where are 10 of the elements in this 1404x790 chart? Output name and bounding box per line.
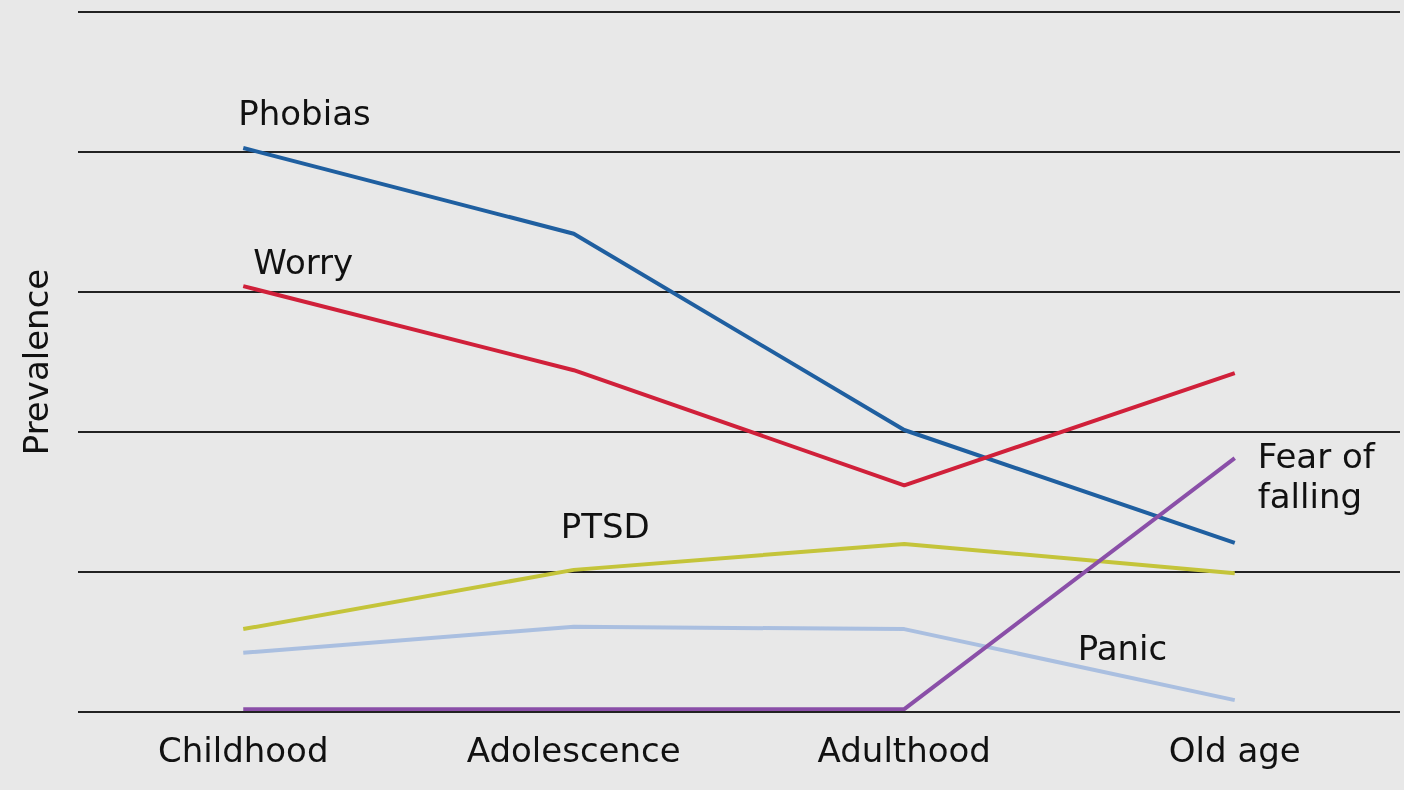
series-label: Panic (1077, 628, 1168, 669)
series-label: Fear of falling (1257, 436, 1376, 517)
x-tick-label: Childhood (158, 730, 329, 771)
series-label: Phobias (238, 93, 371, 133)
x-tick-label: Adulthood (817, 730, 991, 771)
y-axis-title: Prevalence (16, 268, 56, 456)
x-tick-label: Old age (1168, 730, 1301, 771)
series-label: Worry (253, 242, 354, 283)
x-tick-label: Adolescence (466, 730, 681, 771)
series-label: PTSD (560, 505, 650, 546)
